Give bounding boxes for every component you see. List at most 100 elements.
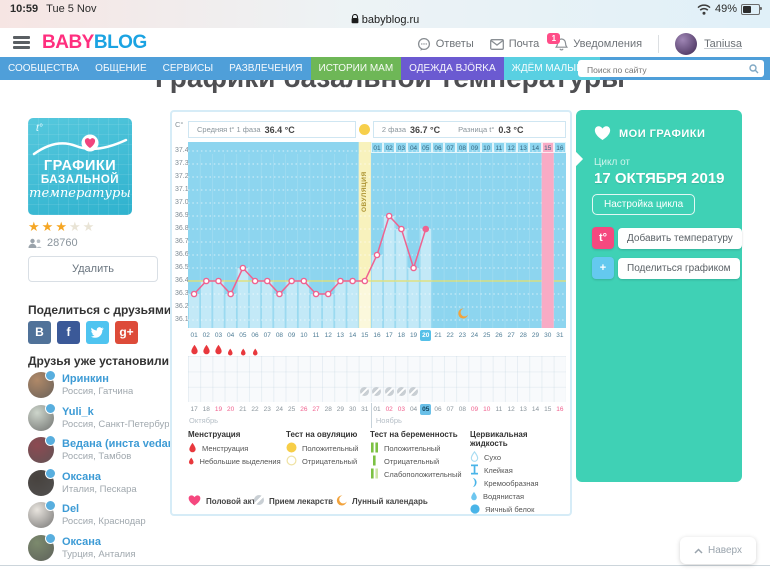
nav-item-0[interactable]: СООБЩЕСТВА [8,63,80,74]
friend-avatar[interactable] [28,435,56,463]
hamburger-menu-icon[interactable] [13,36,30,51]
nav-item-1[interactable]: ОБЩЕНИЕ [95,63,147,74]
nov-day-header: 04 [407,142,420,153]
medication-icon [384,387,394,396]
legend-item: Кремообразная [470,477,566,490]
menu-item-0[interactable]: Ответы [417,37,474,51]
calendar-date: 10 [483,406,491,413]
share-twitter-button[interactable] [86,321,109,344]
calendar-date: 01 [373,406,381,413]
menu-item-1[interactable]: Почта [489,38,539,50]
legend-column: Цервикальная жидкость Сухо Клейкая Кремообр… [470,430,566,516]
friend-name[interactable]: Оксана [62,470,102,483]
cycle-day-label: 06 [251,332,259,339]
y-axis-unit: C° [175,120,184,129]
menstruation-heavy-icon [200,342,212,360]
date: Tue 5 Nov [46,3,97,15]
calendar-date: 08 [458,406,466,413]
friend-avatar[interactable] [28,532,56,561]
friend-location: Россия, Гатчина [62,386,134,397]
plus-icon: + [592,257,614,279]
babyblog-logo[interactable]: BABYBLOG [42,32,147,53]
calendar-date: 18 [202,406,210,413]
legend-item: Положительный [286,442,358,455]
search-input[interactable] [585,61,749,79]
friend-location: Турция, Анталия [62,548,136,560]
cycle-day-label: 13 [336,332,345,339]
friend-avatar[interactable] [28,370,56,398]
chart-legend: Менструация Менструация Небольшие выделени… [188,430,566,514]
delete-button[interactable]: Удалить [28,256,158,282]
share-chart-button[interactable]: + Поделиться графиком [592,257,740,279]
calendar-date: 13 [519,406,527,413]
ovulation-marker-icon [359,124,371,135]
friends-list: Иринкин Россия, Гатчина Yuli_k Россия, С… [28,370,170,567]
cycle-day-label: 02 [202,332,210,339]
share-gplus-button[interactable]: g+ [115,321,138,344]
y-tick: 36.6 [175,251,189,258]
friend-name[interactable]: Иринкин [62,373,109,385]
search-icon[interactable] [749,63,759,74]
preg-positive-icon [370,442,379,455]
nav-item-6[interactable]: ЖДЁМ МАЛЫША [503,57,600,80]
star-icon: ★ [55,219,69,234]
friend-avatar[interactable] [28,467,56,496]
mail-icon [489,38,504,50]
online-badge [45,532,56,544]
online-badge [45,402,56,414]
medication-icon [360,387,370,396]
nov-day-header: 03 [395,142,408,153]
avatar[interactable] [675,33,698,55]
my-charts-panel: МОИ ГРАФИКИ Цикл от 17 ОКТЯБРЯ 2019 Наст… [568,110,742,482]
cycle-day-label: 25 [483,332,491,339]
site-header: BABYBLOG Ответы Почта 1 Уведомления Taniusa [0,28,770,57]
cycle-day-label: 03 [214,332,223,339]
y-tick: 37.3 [175,160,189,167]
lunar-icon [336,495,347,508]
cycle-settings-button[interactable]: Настройка цикла [592,194,696,215]
nav-item-5[interactable]: ОДЕЖДА BJÖRKA [401,57,504,80]
friend-name[interactable]: Del [62,503,80,515]
star-icon: ★ [28,219,42,234]
calendar-date: 19 [214,406,223,413]
wifi-icon [697,3,711,15]
app-cover[interactable]: t° ГРАФИКИ БАЗАЛЬНОЙ температуры [28,118,132,215]
share-vk-button[interactable]: B [28,321,51,344]
nov-day-header: 07 [444,142,457,153]
friend-avatar[interactable] [28,402,56,431]
cycle-day-label: 15 [361,332,369,339]
nav-item-3[interactable]: РАЗВЛЕЧЕНИЯ [229,63,303,74]
cycle-day-label: 07 [263,332,271,339]
cycle-day-label: 26 [495,332,503,339]
back-to-top-button[interactable]: Наверх [680,537,756,564]
cycle-day-label: 29 [531,332,540,339]
calendar-date: 04 [409,406,418,413]
app-rating-stars[interactable]: ★★★★★ [28,219,96,235]
ios-status-bar: 10:59 Tue 5 Nov babyblog.ru 49% [0,0,770,28]
nov-day-header: 02 [383,142,396,153]
calendar-date: 06 [434,406,442,413]
browser-url[interactable]: babyblog.ru [0,13,770,26]
legend-item: Отрицательный [286,455,358,468]
nov-day-header: 15 [541,142,554,153]
user-menu[interactable]: Taniusa [675,33,742,55]
menu-item-2[interactable]: 1 Уведомления [547,32,642,51]
legend-title: Тест на овуляцию [286,430,358,439]
nav-item-4[interactable]: ИСТОРИИ МАМ [310,57,402,80]
share-facebook-button[interactable]: f [57,321,80,344]
preg-weak-icon [370,468,379,481]
friend-avatar[interactable] [28,500,56,528]
medication-icon [372,387,382,396]
y-tick: 36.4 [175,277,189,284]
calendar-date: 12 [507,406,515,413]
month-label-november: Ноябрь [375,416,402,425]
friend-name[interactable]: Оксана [62,535,102,548]
friend-name[interactable]: Yuli_k [62,405,94,418]
temp-symbol: t° [36,123,43,134]
nav-item-2[interactable]: СЕРВИСЫ [162,63,214,74]
install-count: 28760 [28,237,78,249]
add-temperature-button[interactable]: t° Добавить температуру [592,227,742,249]
friend-name[interactable]: Ведана (инста vedar [62,438,170,450]
friend-row: Оксана Турция, Анталия [28,532,170,567]
legend-item: Сухо [470,450,566,464]
